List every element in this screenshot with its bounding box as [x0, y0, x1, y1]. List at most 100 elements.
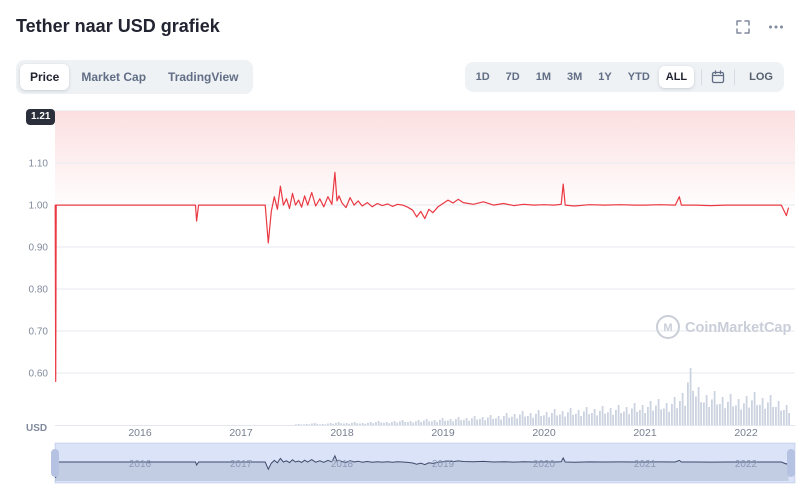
volume-bar: [540, 416, 542, 425]
volume-bar: [532, 417, 534, 425]
range-button-7d[interactable]: 7D: [499, 66, 527, 88]
more-options-button[interactable]: [766, 18, 786, 36]
volume-bar: [740, 409, 742, 425]
volume-bar: [673, 397, 676, 425]
range-button-1y[interactable]: 1Y: [591, 66, 618, 88]
range-button-1m[interactable]: 1M: [529, 66, 558, 88]
volume-bar: [452, 421, 454, 425]
fullscreen-button[interactable]: [734, 18, 752, 36]
volume-bar: [564, 416, 566, 425]
volume-bar: [743, 403, 745, 426]
x-axis-label: 2020: [532, 427, 556, 439]
y-axis-label: 0.80: [29, 285, 49, 296]
volume-bar: [300, 424, 302, 425]
volume-bar: [777, 401, 780, 425]
volume-bar: [631, 408, 633, 425]
volume-bar: [652, 410, 654, 425]
volume-bar: [471, 418, 473, 426]
volume-bar: [361, 423, 364, 425]
volume-bar: [684, 405, 686, 425]
volume-bar: [463, 419, 465, 426]
volume-bar: [737, 399, 740, 425]
volume-bar: [639, 410, 641, 425]
volume-bar: [660, 409, 662, 425]
watermark-text: CoinMarketCap: [685, 320, 791, 336]
volume-bar: [393, 421, 396, 425]
volume-bar: [313, 423, 316, 425]
range-button-ytd[interactable]: YTD: [621, 66, 657, 88]
volume-bar: [457, 417, 460, 425]
volume-bar: [772, 407, 774, 425]
volume-bar: [567, 412, 569, 426]
chart-plot-area[interactable]: [55, 110, 795, 425]
volume-bar: [572, 414, 574, 425]
volume-bar: [705, 395, 708, 425]
navigator-handle-left[interactable]: [51, 449, 59, 477]
volume-bar: [695, 396, 697, 425]
volume-bar: [751, 400, 753, 426]
volume-bar: [588, 414, 590, 425]
volume-bar: [543, 415, 545, 426]
volume-bar: [583, 411, 585, 425]
volume-bar: [729, 394, 732, 425]
navigator-line: [54, 454, 789, 479]
volume-bar: [308, 424, 310, 425]
navigator-year-label: 2020: [533, 459, 556, 470]
volume-bar: [367, 422, 369, 426]
range-button-all[interactable]: ALL: [658, 66, 695, 88]
volume-bar: [780, 410, 782, 425]
y-axis-label: 1.00: [29, 201, 49, 212]
volume-bar: [756, 405, 758, 425]
log-scale-button[interactable]: LOG: [742, 66, 780, 88]
volume-bar: [415, 421, 417, 426]
tab-tradingview[interactable]: TradingView: [158, 64, 248, 90]
page-title: Tether naar USD grafiek: [16, 16, 220, 36]
range-button-1d[interactable]: 1D: [469, 66, 497, 88]
volume-bar: [321, 424, 324, 425]
volume-bar: [433, 420, 436, 425]
volume-bar: [297, 424, 300, 425]
volume-bar: [385, 422, 388, 425]
volume-bar: [569, 408, 572, 425]
volume-bar: [343, 423, 345, 425]
volume-bar: [647, 407, 649, 425]
volume-bar: [465, 418, 468, 425]
volume-bar: [764, 408, 766, 425]
calendar-button[interactable]: [709, 68, 727, 86]
volume-bar: [332, 423, 334, 425]
volume-bar: [340, 423, 342, 425]
volume-bar: [447, 420, 449, 425]
volume-bar: [745, 396, 748, 425]
volume-bar: [335, 422, 337, 426]
volume-bar: [748, 407, 750, 425]
volume-bar: [303, 424, 305, 426]
volume-bar: [468, 420, 470, 425]
volume-bar: [719, 404, 721, 425]
volume-bar: [489, 415, 492, 425]
tab-price[interactable]: Price: [20, 64, 70, 90]
x-axis-label: 2021: [633, 427, 657, 439]
volume-bar: [423, 420, 425, 425]
range-button-3m[interactable]: 3M: [560, 66, 589, 88]
volume-bar: [513, 414, 516, 425]
volume-bar: [759, 404, 761, 426]
volume-bar: [783, 410, 785, 425]
volume-bar: [364, 423, 366, 425]
tab-market-cap[interactable]: Market Cap: [71, 64, 156, 90]
volume-bar: [455, 419, 457, 425]
x-axis-label: 2017: [229, 427, 253, 439]
volume-bar: [609, 408, 612, 425]
navigator-handle-right[interactable]: [787, 449, 795, 477]
volume-bar: [311, 423, 313, 425]
volume-bar: [559, 414, 561, 425]
volume-bar: [665, 403, 668, 425]
volume-bar: [785, 405, 788, 425]
navigator-track[interactable]: [54, 442, 796, 484]
x-axis-label: 2019: [431, 427, 455, 439]
volume-bar: [788, 413, 790, 425]
volume-bar: [487, 417, 489, 425]
volume-bar: [556, 415, 558, 425]
volume-bar: [649, 401, 652, 425]
volume-bar: [561, 411, 564, 425]
